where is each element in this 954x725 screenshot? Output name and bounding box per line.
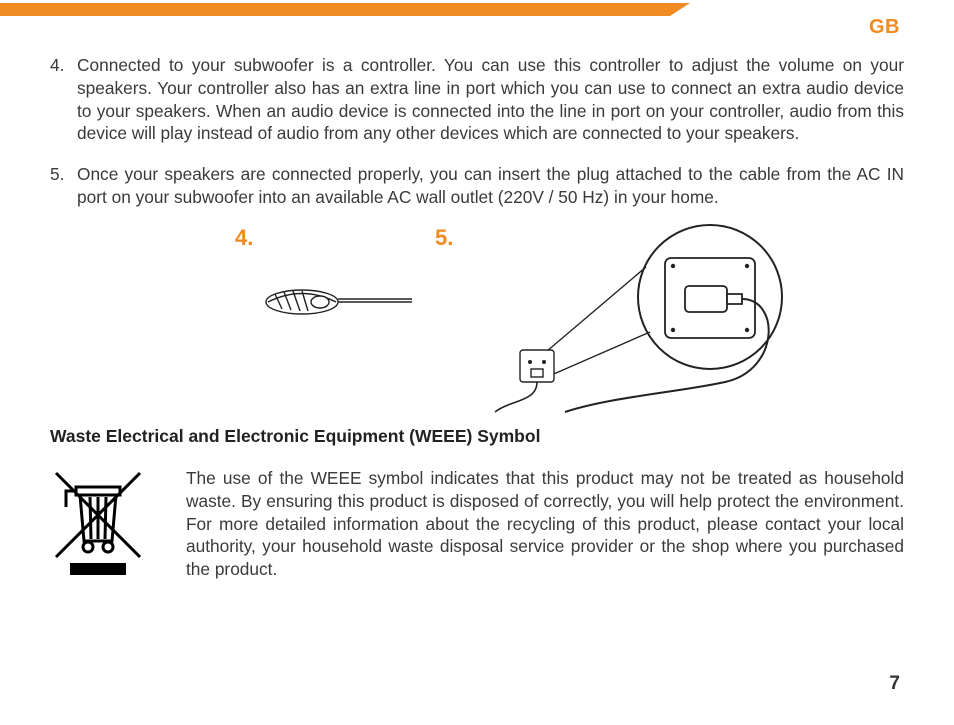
list-item: 4. Connected to your subwoofer is a cont… — [50, 54, 904, 145]
step-number: 4. — [50, 54, 77, 145]
step-text: Once your speakers are connected properl… — [77, 163, 904, 209]
weee-text: The use of the WEEE symbol indicates tha… — [186, 467, 904, 582]
header-accent-bar — [0, 3, 670, 16]
figure-4-label: 4. — [235, 225, 253, 251]
page-number: 7 — [889, 673, 900, 695]
figure-5-label: 5. — [435, 225, 453, 251]
figures-row: 4. 5. — [50, 227, 904, 412]
instruction-list: 4. Connected to your subwoofer is a cont… — [50, 54, 904, 209]
step-number: 5. — [50, 163, 77, 209]
weee-heading: Waste Electrical and Electronic Equipmen… — [50, 426, 904, 447]
weee-icon — [50, 467, 146, 582]
list-item: 5. Once your speakers are connected prop… — [50, 163, 904, 209]
controller-illustration — [262, 282, 412, 322]
page-content: 4. Connected to your subwoofer is a cont… — [50, 54, 904, 582]
weee-block: The use of the WEEE symbol indicates tha… — [50, 467, 904, 582]
language-tag: GB — [869, 16, 900, 39]
step-text: Connected to your subwoofer is a control… — [77, 54, 904, 145]
wall-outlet-illustration — [480, 222, 840, 417]
